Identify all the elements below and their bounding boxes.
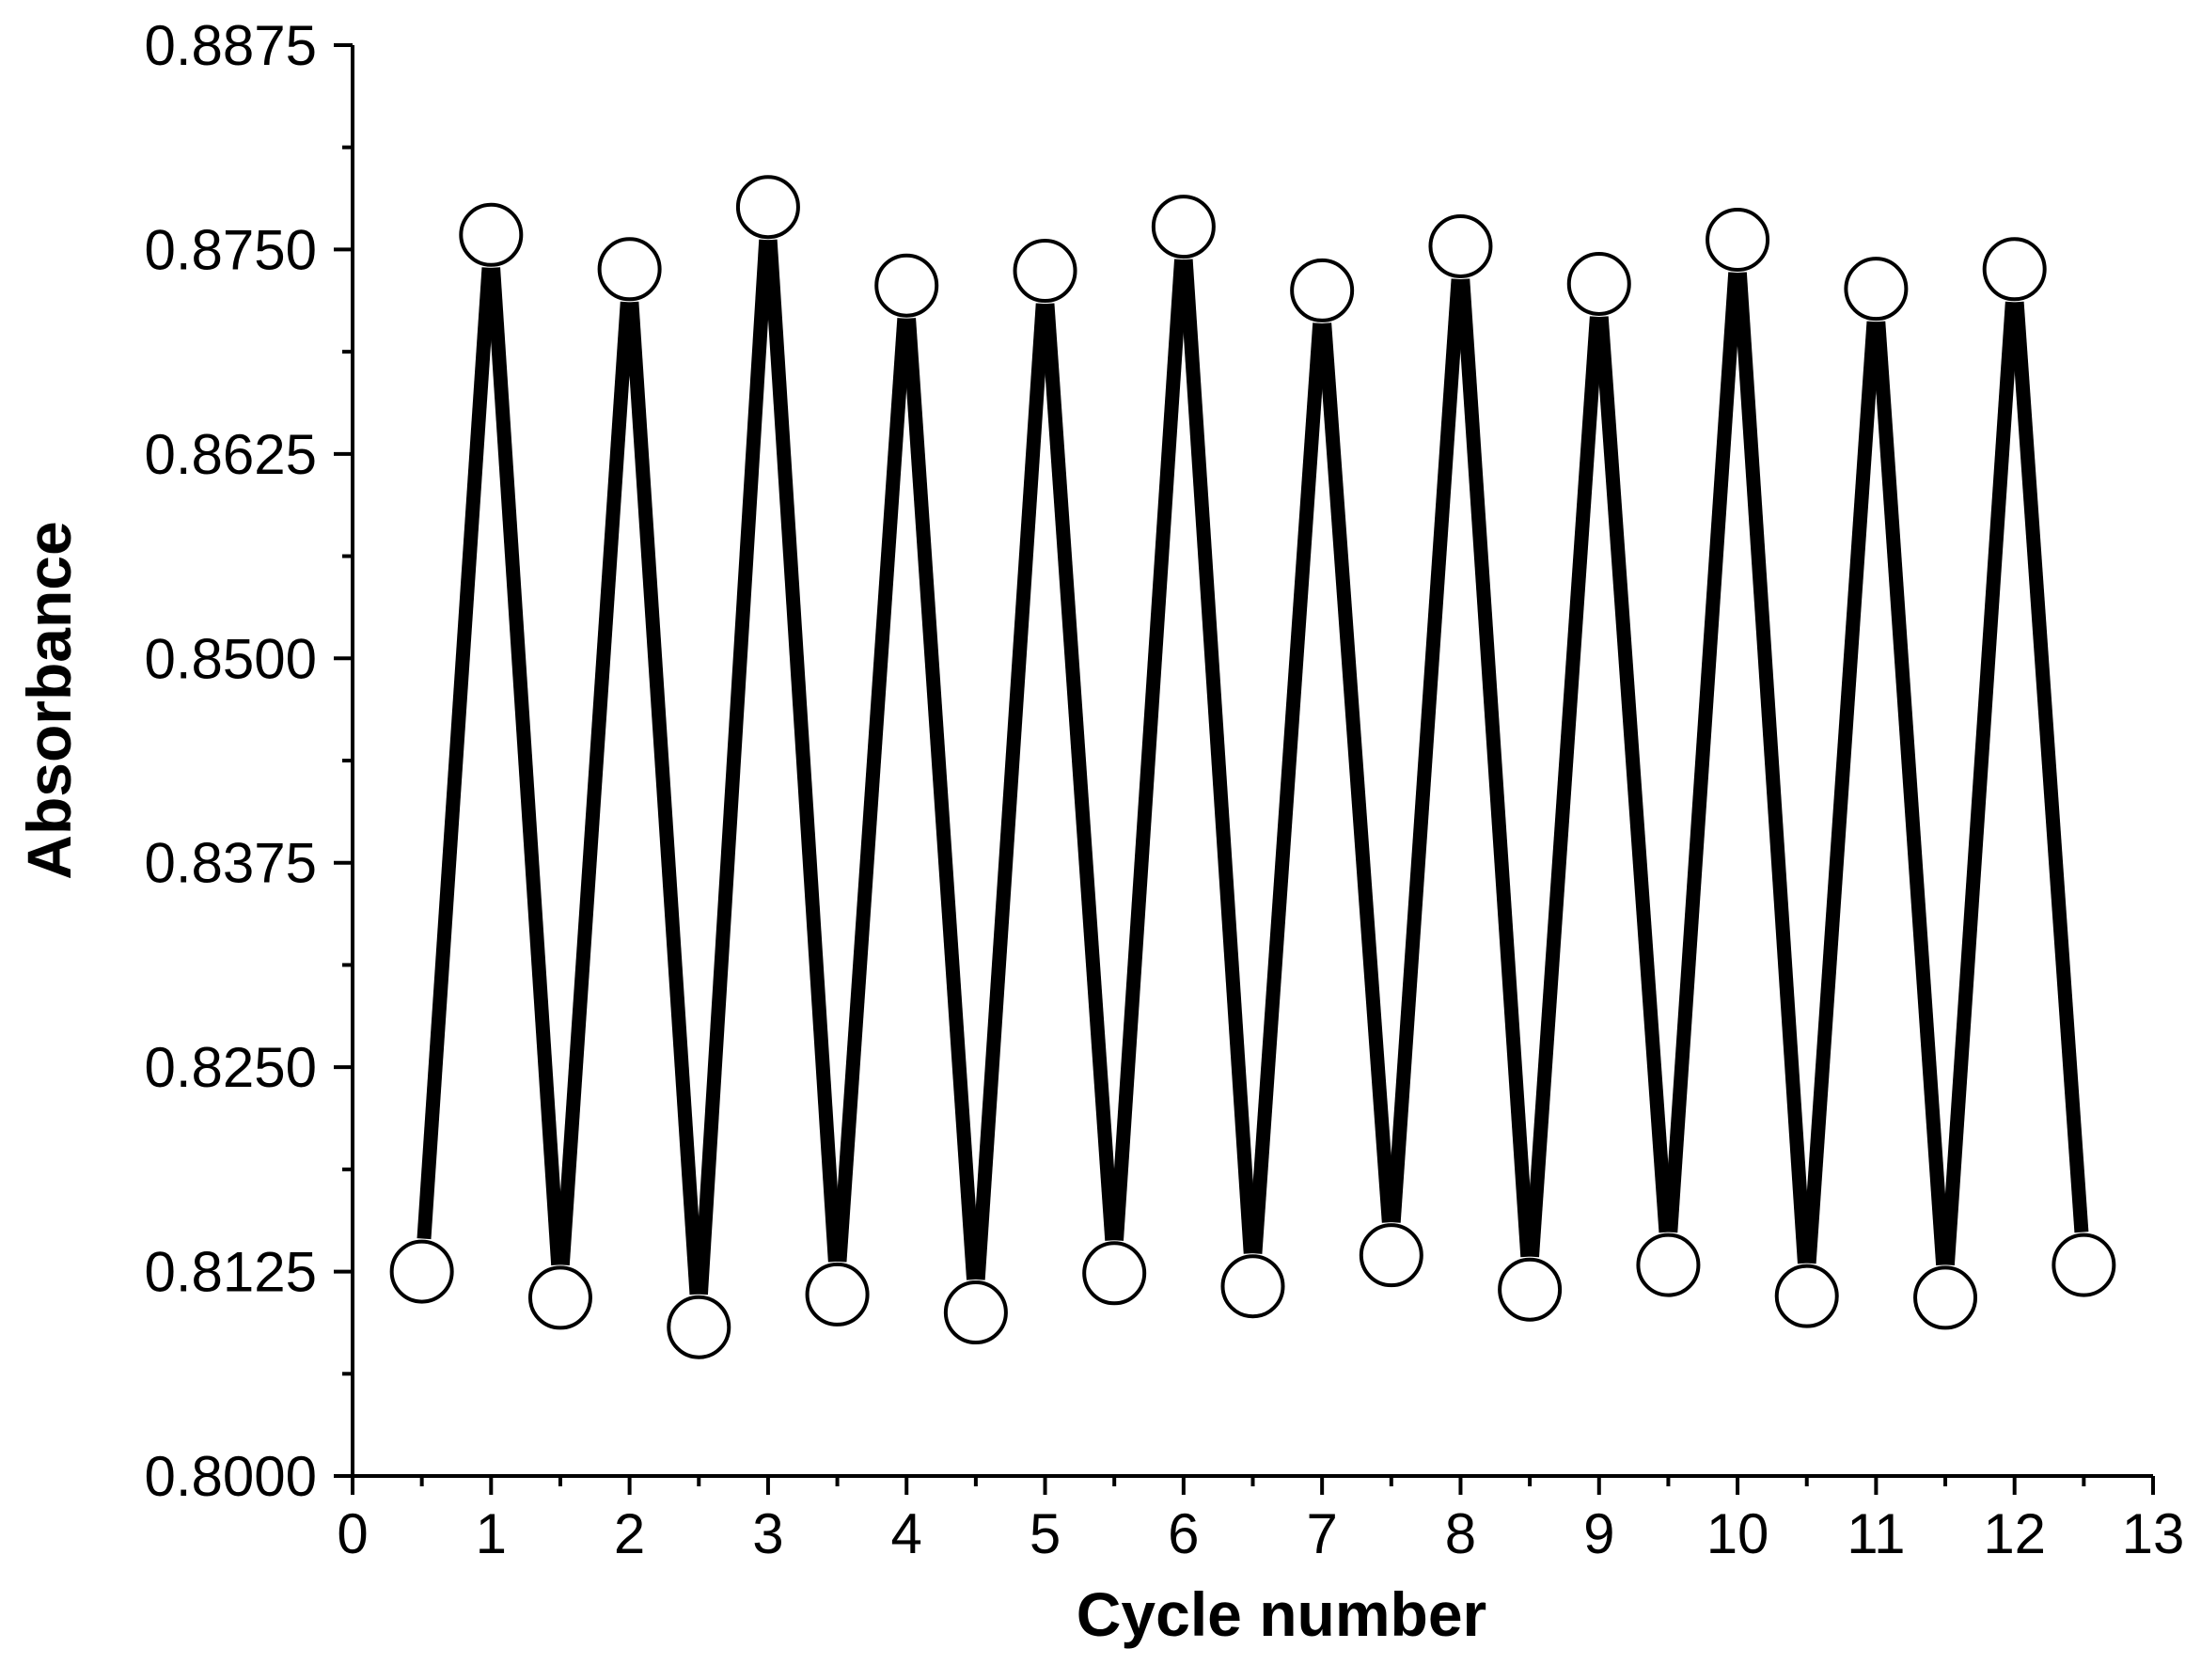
x-tick-label: 3 [752, 1502, 783, 1565]
data-point [1428, 213, 1493, 278]
data-point [389, 1239, 454, 1304]
series-line-segment [1109, 259, 1189, 1241]
y-tick-label: 0.8625 [144, 423, 317, 486]
series-line-segment [693, 239, 774, 1295]
series-line-segment [1801, 321, 1881, 1264]
data-point [1706, 207, 1770, 272]
series-line-segment [417, 267, 496, 1240]
markers-layer [389, 175, 2116, 1359]
x-tick-label: 0 [337, 1502, 368, 1565]
data-point [805, 1262, 870, 1327]
series-line-segment [1940, 301, 2020, 1265]
x-tick-label: 2 [614, 1502, 645, 1565]
data-point [943, 1280, 1008, 1345]
y-tick-label: 0.8250 [144, 1036, 317, 1099]
data-point [597, 237, 662, 302]
data-point [1220, 1254, 1285, 1319]
y-tick-label: 0.8500 [144, 627, 317, 690]
series-line-segment [1386, 278, 1466, 1223]
series-line-segment [1663, 272, 1743, 1233]
y-tick-label: 0.8125 [144, 1241, 317, 1304]
series-line-segment [2009, 301, 2089, 1233]
x-tick-label: 8 [1445, 1502, 1476, 1565]
data-point [667, 1295, 731, 1359]
series-line-segment [1871, 321, 1951, 1265]
ticks-layer: 0 1 2 3 4 5 6 7 8 9 10 11 12 130.80000.81250.82500.83… [144, 14, 2184, 1565]
y-axis-title: Absorbance [14, 521, 84, 879]
data-point [1913, 1265, 1978, 1330]
data-point [1013, 239, 1077, 304]
x-tick-label: 10 [1706, 1502, 1769, 1565]
series-line-segment [1594, 316, 1674, 1233]
data-point [459, 202, 524, 267]
series-line-segment [902, 318, 982, 1280]
data-point [2052, 1233, 2116, 1297]
x-tick-label: 5 [1030, 1502, 1061, 1565]
x-tick-label: 6 [1168, 1502, 1199, 1565]
series-line-segment [1248, 322, 1328, 1254]
data-point [1982, 237, 2047, 302]
series-line-segment [1525, 316, 1604, 1258]
y-tick-label: 0.8875 [144, 14, 317, 77]
series-line-segment [486, 267, 566, 1265]
data-point [735, 175, 800, 240]
x-axis-title: Cycle number [1077, 1579, 1486, 1649]
series-line-segment [970, 303, 1050, 1280]
series-line-segment [762, 239, 842, 1263]
data-point [1498, 1257, 1563, 1322]
data-point [874, 253, 939, 318]
series-layer [417, 239, 2089, 1295]
y-tick-label: 0.8750 [144, 218, 317, 281]
data-point [1359, 1223, 1423, 1288]
y-tick-label: 0.8000 [144, 1445, 317, 1508]
x-tick-label: 4 [891, 1502, 922, 1565]
data-point [1290, 258, 1355, 322]
series-line-segment [1178, 259, 1258, 1254]
data-point [1151, 195, 1216, 259]
series-line-segment [1732, 272, 1812, 1264]
series-line-segment [555, 301, 635, 1265]
series-line-segment [1455, 278, 1535, 1258]
data-point [1566, 251, 1631, 316]
data-point [1774, 1264, 1839, 1328]
x-tick-label: 13 [2122, 1502, 2185, 1565]
data-point [1844, 257, 1909, 322]
data-point [1636, 1233, 1701, 1297]
x-tick-label: 11 [1847, 1502, 1905, 1565]
data-point [1082, 1241, 1147, 1306]
series-line-segment [832, 318, 912, 1263]
series-line-segment [1040, 303, 1120, 1241]
series-line-segment [624, 301, 704, 1295]
y-tick-label: 0.8375 [144, 832, 317, 895]
x-tick-label: 7 [1306, 1502, 1337, 1565]
x-tick-label: 1 [476, 1502, 507, 1565]
data-point [527, 1265, 592, 1330]
x-tick-label: 9 [1583, 1502, 1614, 1565]
x-tick-label: 12 [1983, 1502, 2046, 1565]
series-line-segment [1317, 322, 1396, 1223]
